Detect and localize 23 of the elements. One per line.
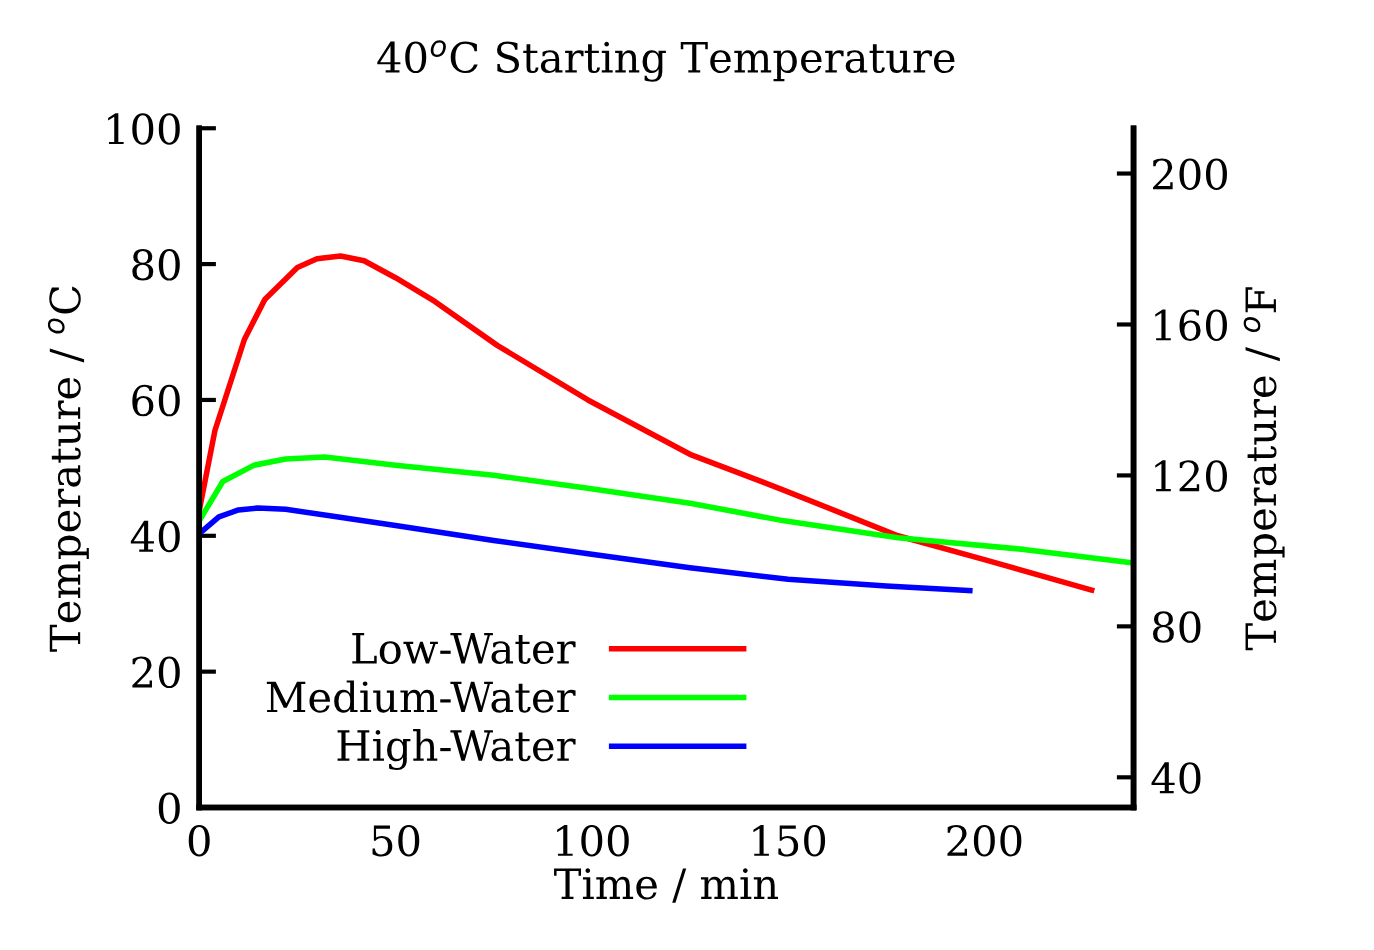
legend-label: Low-Water [352, 633, 576, 665]
x-tick-label: 200 [947, 824, 1022, 857]
chart-title: 40$^{o}$C Starting Temperature [377, 40, 955, 82]
x-axis-title: Time / min [554, 868, 778, 903]
x-tick-label: 150 [753, 824, 826, 857]
y2-tick-label: 80 [1153, 611, 1201, 643]
legend-label: Medium-Water [266, 680, 576, 713]
x-tick-label: 0 [188, 824, 210, 857]
y2-tick-label: 160 [1155, 309, 1227, 341]
y2-tick-label: 120 [1155, 460, 1227, 492]
y-tick-label: 80 [132, 249, 180, 281]
y2-tick-label: 200 [1153, 158, 1227, 190]
y-tick-label: 100 [108, 113, 180, 145]
y-tick-label: 60 [132, 384, 180, 417]
y2-tick-label: 40 [1151, 762, 1201, 794]
y2-axis-title: Temperature / $^{o}$F [1243, 287, 1285, 651]
y-axis-title: Temperature / $^{o}$C [47, 286, 89, 652]
x-tick-label: 100 [557, 824, 629, 857]
y-tick-label: 40 [130, 520, 180, 553]
x-tick-label: 50 [372, 824, 420, 857]
y-tick-label: 0 [158, 792, 180, 824]
y-tick-label: 20 [132, 656, 180, 689]
legend-label: High-Water [337, 729, 576, 770]
